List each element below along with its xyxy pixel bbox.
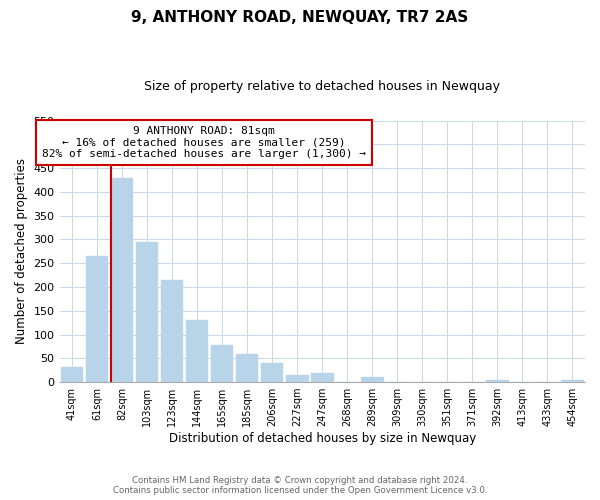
Text: Contains HM Land Registry data © Crown copyright and database right 2024.
Contai: Contains HM Land Registry data © Crown c… (113, 476, 487, 495)
Bar (236, 354, 259, 382)
Title: Size of property relative to detached houses in Newquay: Size of property relative to detached ho… (144, 80, 500, 93)
Bar (86, 256, 109, 382)
Bar (211, 344, 233, 382)
Text: 9 ANTHONY ROAD: 81sqm
← 16% of detached houses are smaller (259)
82% of semi-det: 9 ANTHONY ROAD: 81sqm ← 16% of detached … (42, 126, 366, 159)
X-axis label: Distribution of detached houses by size in Newquay: Distribution of detached houses by size … (169, 432, 476, 445)
Bar (186, 320, 208, 382)
Bar (486, 380, 509, 382)
Bar (286, 375, 308, 382)
Text: 9, ANTHONY ROAD, NEWQUAY, TR7 2AS: 9, ANTHONY ROAD, NEWQUAY, TR7 2AS (131, 10, 469, 25)
Bar (61, 367, 83, 382)
Bar (111, 178, 133, 382)
Bar (361, 378, 383, 382)
Bar (561, 380, 584, 382)
Bar (136, 242, 158, 382)
Bar (261, 363, 283, 382)
Y-axis label: Number of detached properties: Number of detached properties (15, 158, 28, 344)
Bar (161, 280, 184, 382)
Bar (311, 372, 334, 382)
